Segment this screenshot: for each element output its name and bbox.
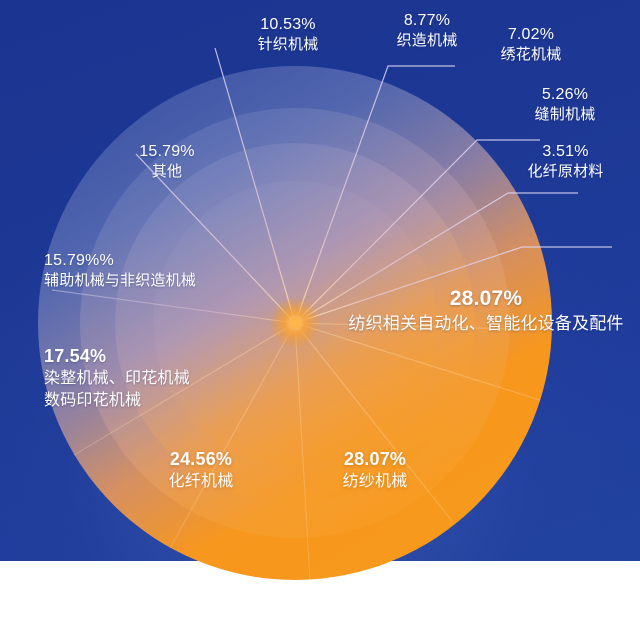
label-knitting-name: 针织机械 [257, 36, 319, 54]
label-knitting: 10.53% 针织机械 [228, 14, 348, 56]
leader-sewing [294, 192, 578, 324]
label-spinning: 28.07% 纺纱机械 [305, 447, 445, 493]
label-weaving: 8.77% 织造机械 [372, 10, 482, 52]
leader-other [135, 153, 296, 324]
leader-weaving [294, 65, 455, 324]
label-chemfiber-raw-name: 化纤原材料 [527, 163, 604, 181]
label-chemfiber-raw: 3.51% 化纤原材料 [503, 141, 628, 183]
label-dyeing: 17.54% 染整机械、印花机械 数码印花机械 [44, 344, 190, 411]
label-spinning-pct: 28.07% [343, 449, 407, 469]
label-knitting-pct: 10.53% [260, 16, 316, 33]
label-dyeing-pct: 17.54% [44, 346, 107, 366]
label-auxiliary-name: 辅助机械与非织造机械 [44, 272, 197, 290]
leader-chemfiber-raw [294, 246, 612, 324]
label-auxiliary-pct: 15.79%% [44, 252, 114, 269]
label-other: 15.79% 其他 [112, 141, 222, 183]
label-other-name: 其他 [151, 163, 183, 181]
label-chemfiber-name: 化纤机械 [168, 473, 234, 491]
label-sewing: 5.26% 缝制机械 [510, 84, 620, 126]
label-chemfiber: 24.56% 化纤机械 [131, 447, 271, 493]
label-chemfiber-pct: 24.56% [169, 449, 233, 469]
leader-lines [51, 47, 612, 324]
label-embroidery-name: 绣花机械 [500, 46, 562, 64]
leader-auxiliary [51, 289, 296, 324]
sector-dividers [38, 322, 553, 581]
leader-knitting [214, 47, 296, 324]
label-automation-pct: 28.07% [449, 287, 523, 310]
label-dyeing-name-line2: 数码印花机械 [44, 391, 142, 409]
label-auxiliary: 15.79%% 辅助机械与非织造机械 [44, 250, 196, 292]
label-automation-name: 纺织相关自动化、智能化设备及配件 [348, 314, 624, 334]
label-embroidery: 7.02% 绣花机械 [476, 24, 586, 66]
label-spinning-name: 纺纱机械 [342, 473, 408, 491]
label-other-pct: 15.79% [139, 143, 195, 160]
label-sewing-name: 缝制机械 [534, 106, 596, 124]
label-automation: 28.07% 纺织相关自动化、智能化设备及配件 [336, 285, 636, 336]
label-weaving-pct: 8.77% [403, 12, 451, 29]
label-sewing-pct: 5.26% [541, 86, 589, 103]
center-node [289, 317, 301, 329]
leader-embroidery [294, 139, 540, 324]
label-chemfiber-raw-pct: 3.51% [542, 143, 589, 160]
label-weaving-name: 织造机械 [396, 32, 458, 50]
label-dyeing-name: 染整机械、印花机械 [44, 370, 190, 388]
label-embroidery-pct: 7.02% [507, 26, 555, 43]
